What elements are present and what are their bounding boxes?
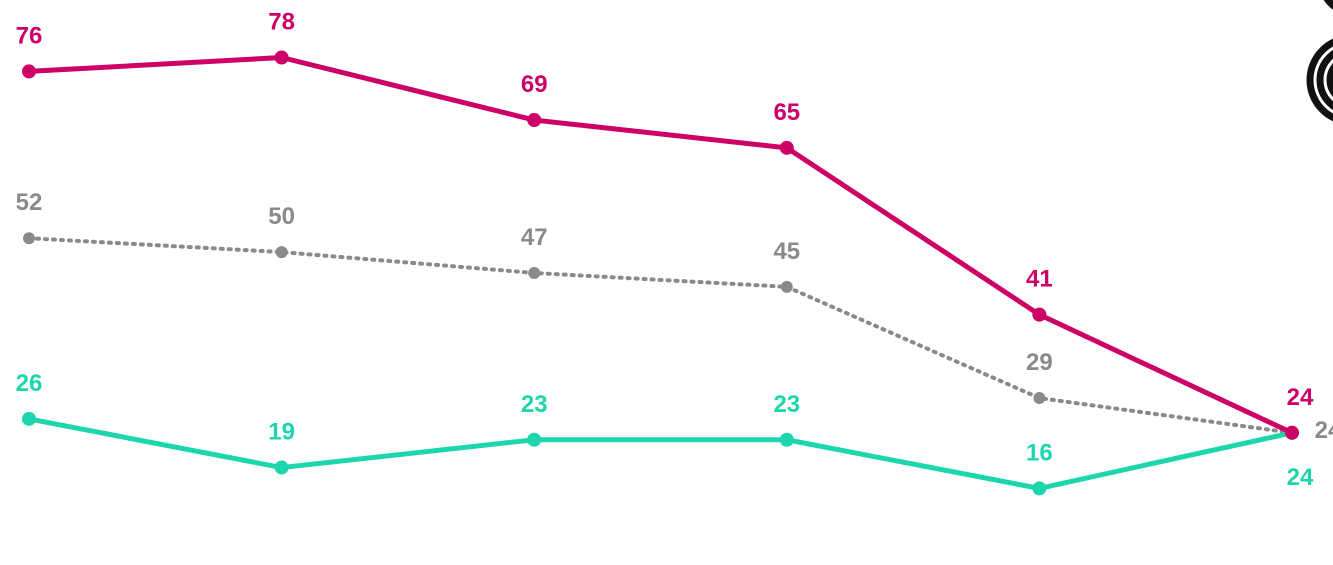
series-3-data-label: 23 xyxy=(773,391,800,418)
series-2-data-label: 29 xyxy=(1026,349,1053,376)
series-2-point xyxy=(275,246,288,259)
series-2-point xyxy=(528,266,541,279)
series-2-data-label: 45 xyxy=(773,238,800,265)
series-1-point xyxy=(1285,425,1299,440)
series-1-data-label: 69 xyxy=(521,71,548,98)
series-2-data-label: 24 xyxy=(1315,417,1333,444)
series-1-data-label: 65 xyxy=(773,99,800,126)
series-1-line xyxy=(26,55,1295,436)
series-3-data-label: 16 xyxy=(1026,439,1053,466)
series-1-point xyxy=(779,140,794,155)
series-3-point xyxy=(527,432,542,447)
series-3-data-label: 23 xyxy=(521,391,548,418)
series-3-point xyxy=(22,411,36,426)
series-3-data-label: 24 xyxy=(1287,464,1314,491)
series-1-data-label: 41 xyxy=(1026,266,1053,293)
series-2-data-label: 52 xyxy=(16,189,43,216)
series-3-point xyxy=(1032,481,1047,496)
series-1-data-label: 24 xyxy=(1287,384,1314,411)
series-1-data-label: 78 xyxy=(268,9,295,36)
series-1-point xyxy=(527,113,542,128)
series-3-line xyxy=(26,416,1295,491)
series-2-data-label: 50 xyxy=(268,203,295,230)
series-3-point xyxy=(779,432,794,447)
series-3-point xyxy=(274,460,289,475)
series-2-point xyxy=(780,280,793,293)
series-1-data-label: 76 xyxy=(16,22,43,49)
series-1-point xyxy=(1032,307,1047,322)
series-1-point xyxy=(274,50,289,65)
series-2-data-label: 47 xyxy=(521,224,548,251)
series-1-point xyxy=(22,64,36,79)
series-2-line xyxy=(27,236,1294,435)
series-3-data-label: 19 xyxy=(268,419,295,446)
series-3-data-label: 26 xyxy=(16,370,43,397)
concentric-rings-icon xyxy=(1306,0,1333,122)
series-2-point xyxy=(1033,392,1046,405)
series-2-point xyxy=(23,232,35,245)
